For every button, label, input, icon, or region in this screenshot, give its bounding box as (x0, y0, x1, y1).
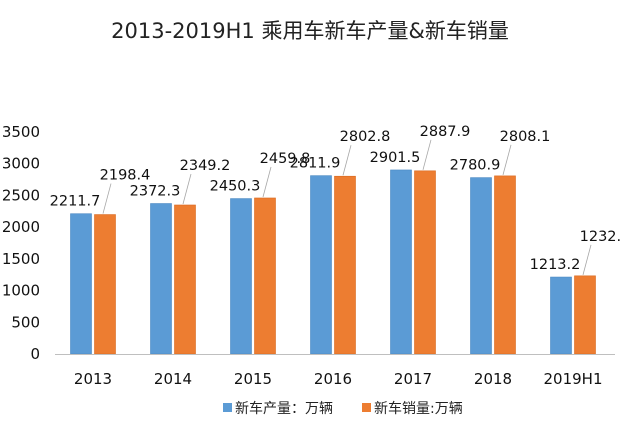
y-tick-label: 2500 (2, 186, 40, 204)
y-tick-label: 1500 (2, 250, 40, 268)
y-tick-label: 500 (11, 313, 40, 331)
bar-production (470, 177, 492, 355)
bar-production (70, 213, 92, 355)
leader-line (262, 166, 272, 198)
leader-line (182, 173, 192, 205)
x-tick-label: 2017 (394, 370, 432, 388)
x-tick-label: 2019H1 (544, 370, 603, 388)
y-tick-label: 0 (30, 345, 40, 363)
y-tick-label: 2000 (2, 218, 40, 236)
bar-production (150, 203, 172, 355)
x-tick-label: 2014 (154, 370, 192, 388)
legend-label: 新车销量:万辆 (374, 400, 463, 417)
data-label-sales: 1232.3 (580, 229, 620, 245)
bar-production (230, 198, 252, 355)
leader-line (342, 145, 352, 176)
y-tick-label: 1000 (2, 282, 40, 300)
y-tick-label: 3500 (2, 123, 40, 141)
data-label-sales: 2802.8 (340, 129, 391, 145)
data-label-production: 2901.5 (370, 150, 421, 166)
x-tick-label: 2018 (474, 370, 512, 388)
x-tick-label: 2015 (234, 370, 272, 388)
bar-sales (334, 175, 356, 355)
bar-sales (414, 170, 436, 355)
data-label-production: 2811.9 (290, 156, 341, 172)
bar-sales (174, 204, 196, 355)
data-label-sales: 2808.1 (500, 129, 551, 145)
bar-sales (254, 197, 276, 355)
bar-sales (494, 175, 516, 355)
bar-production (310, 175, 332, 355)
leader-line (582, 244, 592, 275)
data-label-production: 2780.9 (450, 158, 501, 174)
bar-production (550, 276, 572, 355)
bar-sales (574, 275, 596, 355)
chart-title: 2013-2019H1 乘用车新车产量&新车销量 (111, 19, 509, 43)
leader-line (102, 183, 112, 214)
data-label-sales: 2349.2 (180, 158, 231, 174)
x-tick-label: 2016 (314, 370, 352, 388)
leader-line (502, 144, 512, 175)
legend: 新车产量：万辆 新车销量:万辆 (223, 400, 463, 417)
y-axis: 0 500 1000 1500 2000 2500 3000 3500 (2, 123, 40, 363)
legend-label: 新车产量：万辆 (235, 400, 333, 417)
data-label-production: 2211.7 (50, 194, 101, 210)
data-label-sales: 2198.4 (100, 168, 151, 184)
legend-swatch (223, 403, 232, 412)
x-axis: 2013 2014 2015 2016 2017 2018 2019H1 (74, 370, 603, 388)
bar-production (390, 169, 412, 355)
bar-sales (94, 214, 116, 355)
x-tick-label: 2013 (74, 370, 112, 388)
data-label-production: 1213.2 (530, 257, 581, 273)
data-label-sales: 2887.9 (420, 124, 471, 140)
data-label-sales: 2459.8 (260, 151, 311, 167)
data-label-production: 2450.3 (210, 179, 261, 195)
legend-swatch (362, 403, 371, 412)
y-tick-label: 3000 (2, 155, 40, 173)
leader-line (422, 139, 432, 170)
data-label-production: 2372.3 (130, 184, 181, 200)
